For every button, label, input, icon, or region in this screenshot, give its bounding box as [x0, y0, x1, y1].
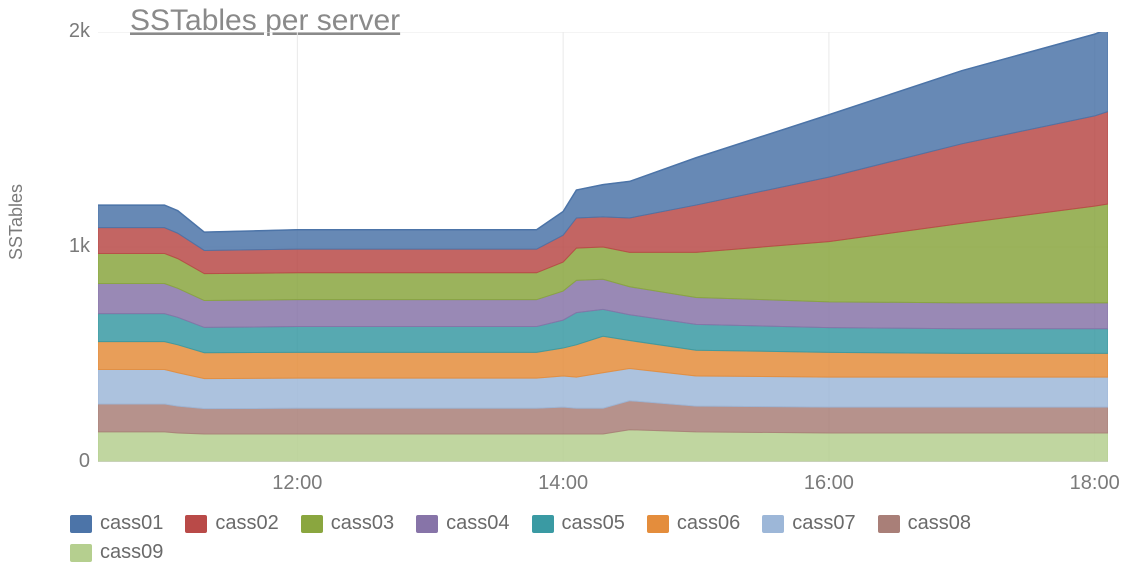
legend-item-cass08[interactable]: cass08	[878, 512, 971, 535]
y-axis-label: SSTables	[6, 184, 27, 260]
x-tick-label: 14:00	[538, 472, 588, 495]
legend-label: cass06	[677, 512, 740, 535]
legend-item-cass04[interactable]: cass04	[416, 512, 509, 535]
area-cass09	[98, 430, 1108, 462]
legend-item-cass02[interactable]: cass02	[185, 512, 278, 535]
legend-swatch	[878, 515, 900, 533]
legend-label: cass05	[562, 512, 625, 535]
legend-swatch	[416, 515, 438, 533]
legend-item-cass05[interactable]: cass05	[532, 512, 625, 535]
legend: cass01 cass02 cass03 cass04 cass05 cass06 cass…	[70, 512, 1090, 570]
legend-label: cass02	[215, 512, 278, 535]
legend-swatch	[532, 515, 554, 533]
legend-label: cass09	[100, 541, 163, 564]
x-tick-label: 18:00	[1070, 472, 1120, 495]
sstables-chart: SSTables per server SSTables 01k2k 12:00…	[0, 0, 1126, 586]
legend-item-cass06[interactable]: cass06	[647, 512, 740, 535]
plot-area	[98, 32, 1108, 462]
legend-item-cass07[interactable]: cass07	[762, 512, 855, 535]
legend-swatch	[301, 515, 323, 533]
y-tick-label: 2k	[30, 20, 90, 43]
x-tick-label: 12:00	[272, 472, 322, 495]
legend-swatch	[70, 515, 92, 533]
legend-swatch	[70, 544, 92, 562]
legend-swatch	[647, 515, 669, 533]
legend-label: cass03	[331, 512, 394, 535]
y-tick-label: 0	[30, 450, 90, 473]
legend-label: cass07	[792, 512, 855, 535]
legend-label: cass01	[100, 512, 163, 535]
legend-swatch	[185, 515, 207, 533]
legend-item-cass09[interactable]: cass09	[70, 541, 163, 564]
x-tick-label: 16:00	[804, 472, 854, 495]
legend-label: cass04	[446, 512, 509, 535]
legend-item-cass03[interactable]: cass03	[301, 512, 394, 535]
legend-item-cass01[interactable]: cass01	[70, 512, 163, 535]
y-tick-label: 1k	[30, 235, 90, 258]
legend-swatch	[762, 515, 784, 533]
legend-label: cass08	[908, 512, 971, 535]
